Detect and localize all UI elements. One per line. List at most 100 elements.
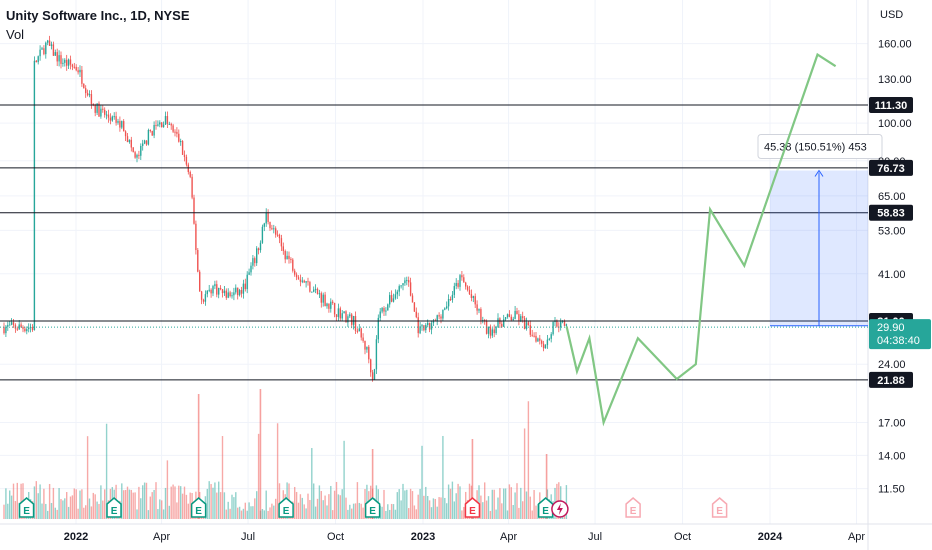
split-marker[interactable] — [551, 500, 569, 518]
volume-bar — [273, 505, 275, 519]
candle-body — [75, 66, 77, 71]
volume-bar — [328, 494, 330, 519]
candle-body — [290, 258, 292, 260]
candle-body — [197, 250, 199, 272]
candle-body — [124, 131, 127, 137]
time-axis[interactable]: 2022 Apr Jul Oct 2023 Apr Jul Oct 2024 Apr — [64, 531, 866, 543]
volume-bar — [233, 497, 235, 519]
volume-bar — [497, 497, 499, 519]
price-tick: 53.00 — [878, 225, 906, 237]
candle-body — [470, 294, 473, 298]
volume-bar — [351, 508, 353, 519]
volume-bar — [147, 510, 150, 519]
earnings-marker[interactable]: E — [278, 497, 294, 518]
volume-bar — [330, 485, 332, 519]
price-level-badge — [869, 371, 913, 388]
volume-bar — [305, 508, 307, 519]
candle-body — [474, 296, 476, 305]
candle-body — [343, 311, 345, 314]
volume-bar — [411, 491, 414, 519]
candle-body — [531, 334, 533, 336]
candle-body — [96, 103, 98, 113]
volume-bar — [238, 506, 241, 519]
candle-body — [398, 286, 400, 292]
candle-body — [438, 315, 440, 317]
volume-bar — [324, 495, 326, 519]
volume-bar — [276, 423, 279, 519]
candle-body — [180, 141, 182, 143]
earnings-marker[interactable]: E — [364, 497, 381, 518]
volume-bar — [565, 485, 568, 519]
candle-body — [22, 327, 24, 329]
volume-bar — [489, 510, 492, 519]
candle-body — [550, 334, 552, 339]
earnings-marker[interactable]: E — [106, 497, 122, 518]
candle-body — [48, 40, 51, 46]
candle-body — [280, 238, 283, 247]
volume-bar — [360, 503, 362, 519]
candle-body — [307, 281, 309, 283]
candle-body — [288, 255, 290, 259]
candle-body — [495, 326, 497, 334]
candle-body — [244, 283, 246, 290]
volume-bar — [400, 500, 402, 519]
candle-body — [313, 289, 315, 292]
candle-body — [563, 320, 566, 326]
volume-bar — [208, 481, 210, 519]
candle-body — [409, 282, 412, 296]
volume-bar — [271, 503, 273, 519]
price-level-badge — [869, 97, 913, 113]
earnings-marker[interactable]: E — [18, 497, 35, 518]
candle-body — [508, 314, 511, 317]
volume-bar — [356, 482, 359, 519]
volume-bar — [523, 428, 526, 519]
candle-body — [442, 309, 444, 319]
volume-bar — [535, 505, 537, 519]
candle-body — [134, 152, 136, 158]
volume-bar — [229, 508, 231, 519]
earnings-marker[interactable]: E — [625, 497, 641, 518]
candle-body — [309, 282, 311, 292]
candle-body — [100, 108, 102, 117]
volume-bar — [269, 507, 271, 519]
volume-bar — [244, 502, 246, 519]
price-axis[interactable]: USD 160.00130.00100.0080.0065.0053.0041.… — [878, 9, 912, 496]
volume-bar — [48, 483, 51, 519]
candle-body — [461, 275, 463, 278]
time-tick: Apr — [848, 531, 865, 543]
candle-body — [491, 329, 493, 336]
candle-body — [484, 319, 486, 321]
candle-body — [529, 325, 531, 335]
candle-body — [523, 318, 526, 329]
candle-body — [453, 286, 455, 295]
earnings-marker[interactable]: E — [537, 497, 554, 518]
candle-body — [104, 109, 106, 115]
volume-bar — [9, 490, 11, 519]
candle-body — [191, 176, 193, 198]
measure-tool[interactable]: 45.38 (150.51%) 453 — [757, 134, 883, 327]
symbol-label[interactable]: Unity Software Inc., 1D, NYSE — [6, 8, 190, 23]
volume-bar — [480, 495, 482, 519]
volume-label[interactable]: Vol — [6, 27, 25, 42]
candle-body — [351, 314, 353, 325]
candle-body — [218, 287, 220, 295]
volume-bar — [102, 500, 104, 519]
volume-bar — [143, 482, 146, 519]
candle-body — [330, 301, 332, 309]
earnings-marker[interactable]: E — [711, 497, 728, 518]
candle-body — [446, 306, 448, 309]
earnings-marker[interactable]: E — [464, 497, 481, 518]
volume-bar — [518, 507, 520, 519]
candle-body — [231, 295, 233, 297]
volume-bar — [67, 506, 70, 519]
candle-body — [155, 125, 157, 127]
candle-body — [520, 316, 522, 321]
candle-body — [273, 228, 275, 230]
volume-bar — [430, 507, 433, 519]
earnings-marker[interactable]: E — [190, 497, 207, 518]
candle-body — [535, 335, 537, 342]
price-tick: 160.00 — [878, 39, 912, 51]
volume-bar — [392, 504, 395, 519]
